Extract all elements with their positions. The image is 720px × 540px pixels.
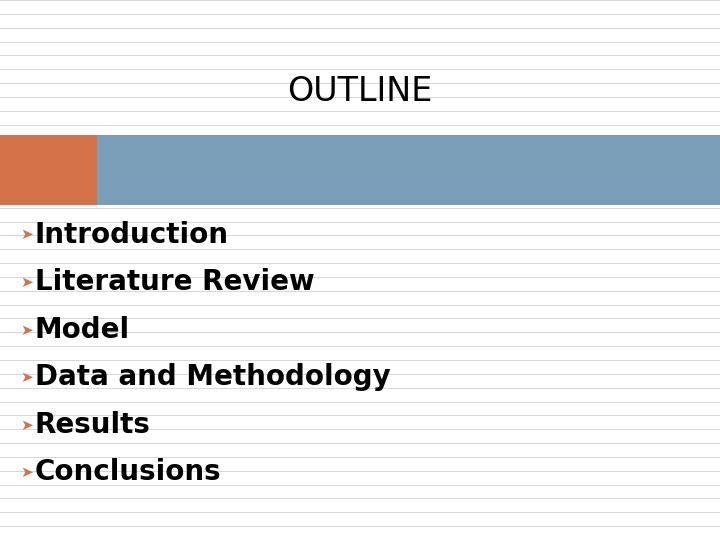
Text: Results: Results xyxy=(35,411,150,439)
Bar xyxy=(97,135,720,205)
Bar xyxy=(0,135,97,205)
Text: Conclusions: Conclusions xyxy=(35,458,221,487)
Text: Literature Review: Literature Review xyxy=(35,268,314,296)
Text: Data and Methodology: Data and Methodology xyxy=(35,363,390,392)
Text: ➤: ➤ xyxy=(20,465,33,480)
Text: ➤: ➤ xyxy=(20,322,33,338)
Text: Model: Model xyxy=(35,316,130,344)
Text: ➤: ➤ xyxy=(20,275,33,290)
Text: ➤: ➤ xyxy=(20,370,33,385)
Text: OUTLINE: OUTLINE xyxy=(287,75,433,109)
Text: Introduction: Introduction xyxy=(35,221,228,249)
Text: ➤: ➤ xyxy=(20,227,33,242)
Text: ➤: ➤ xyxy=(20,417,33,433)
